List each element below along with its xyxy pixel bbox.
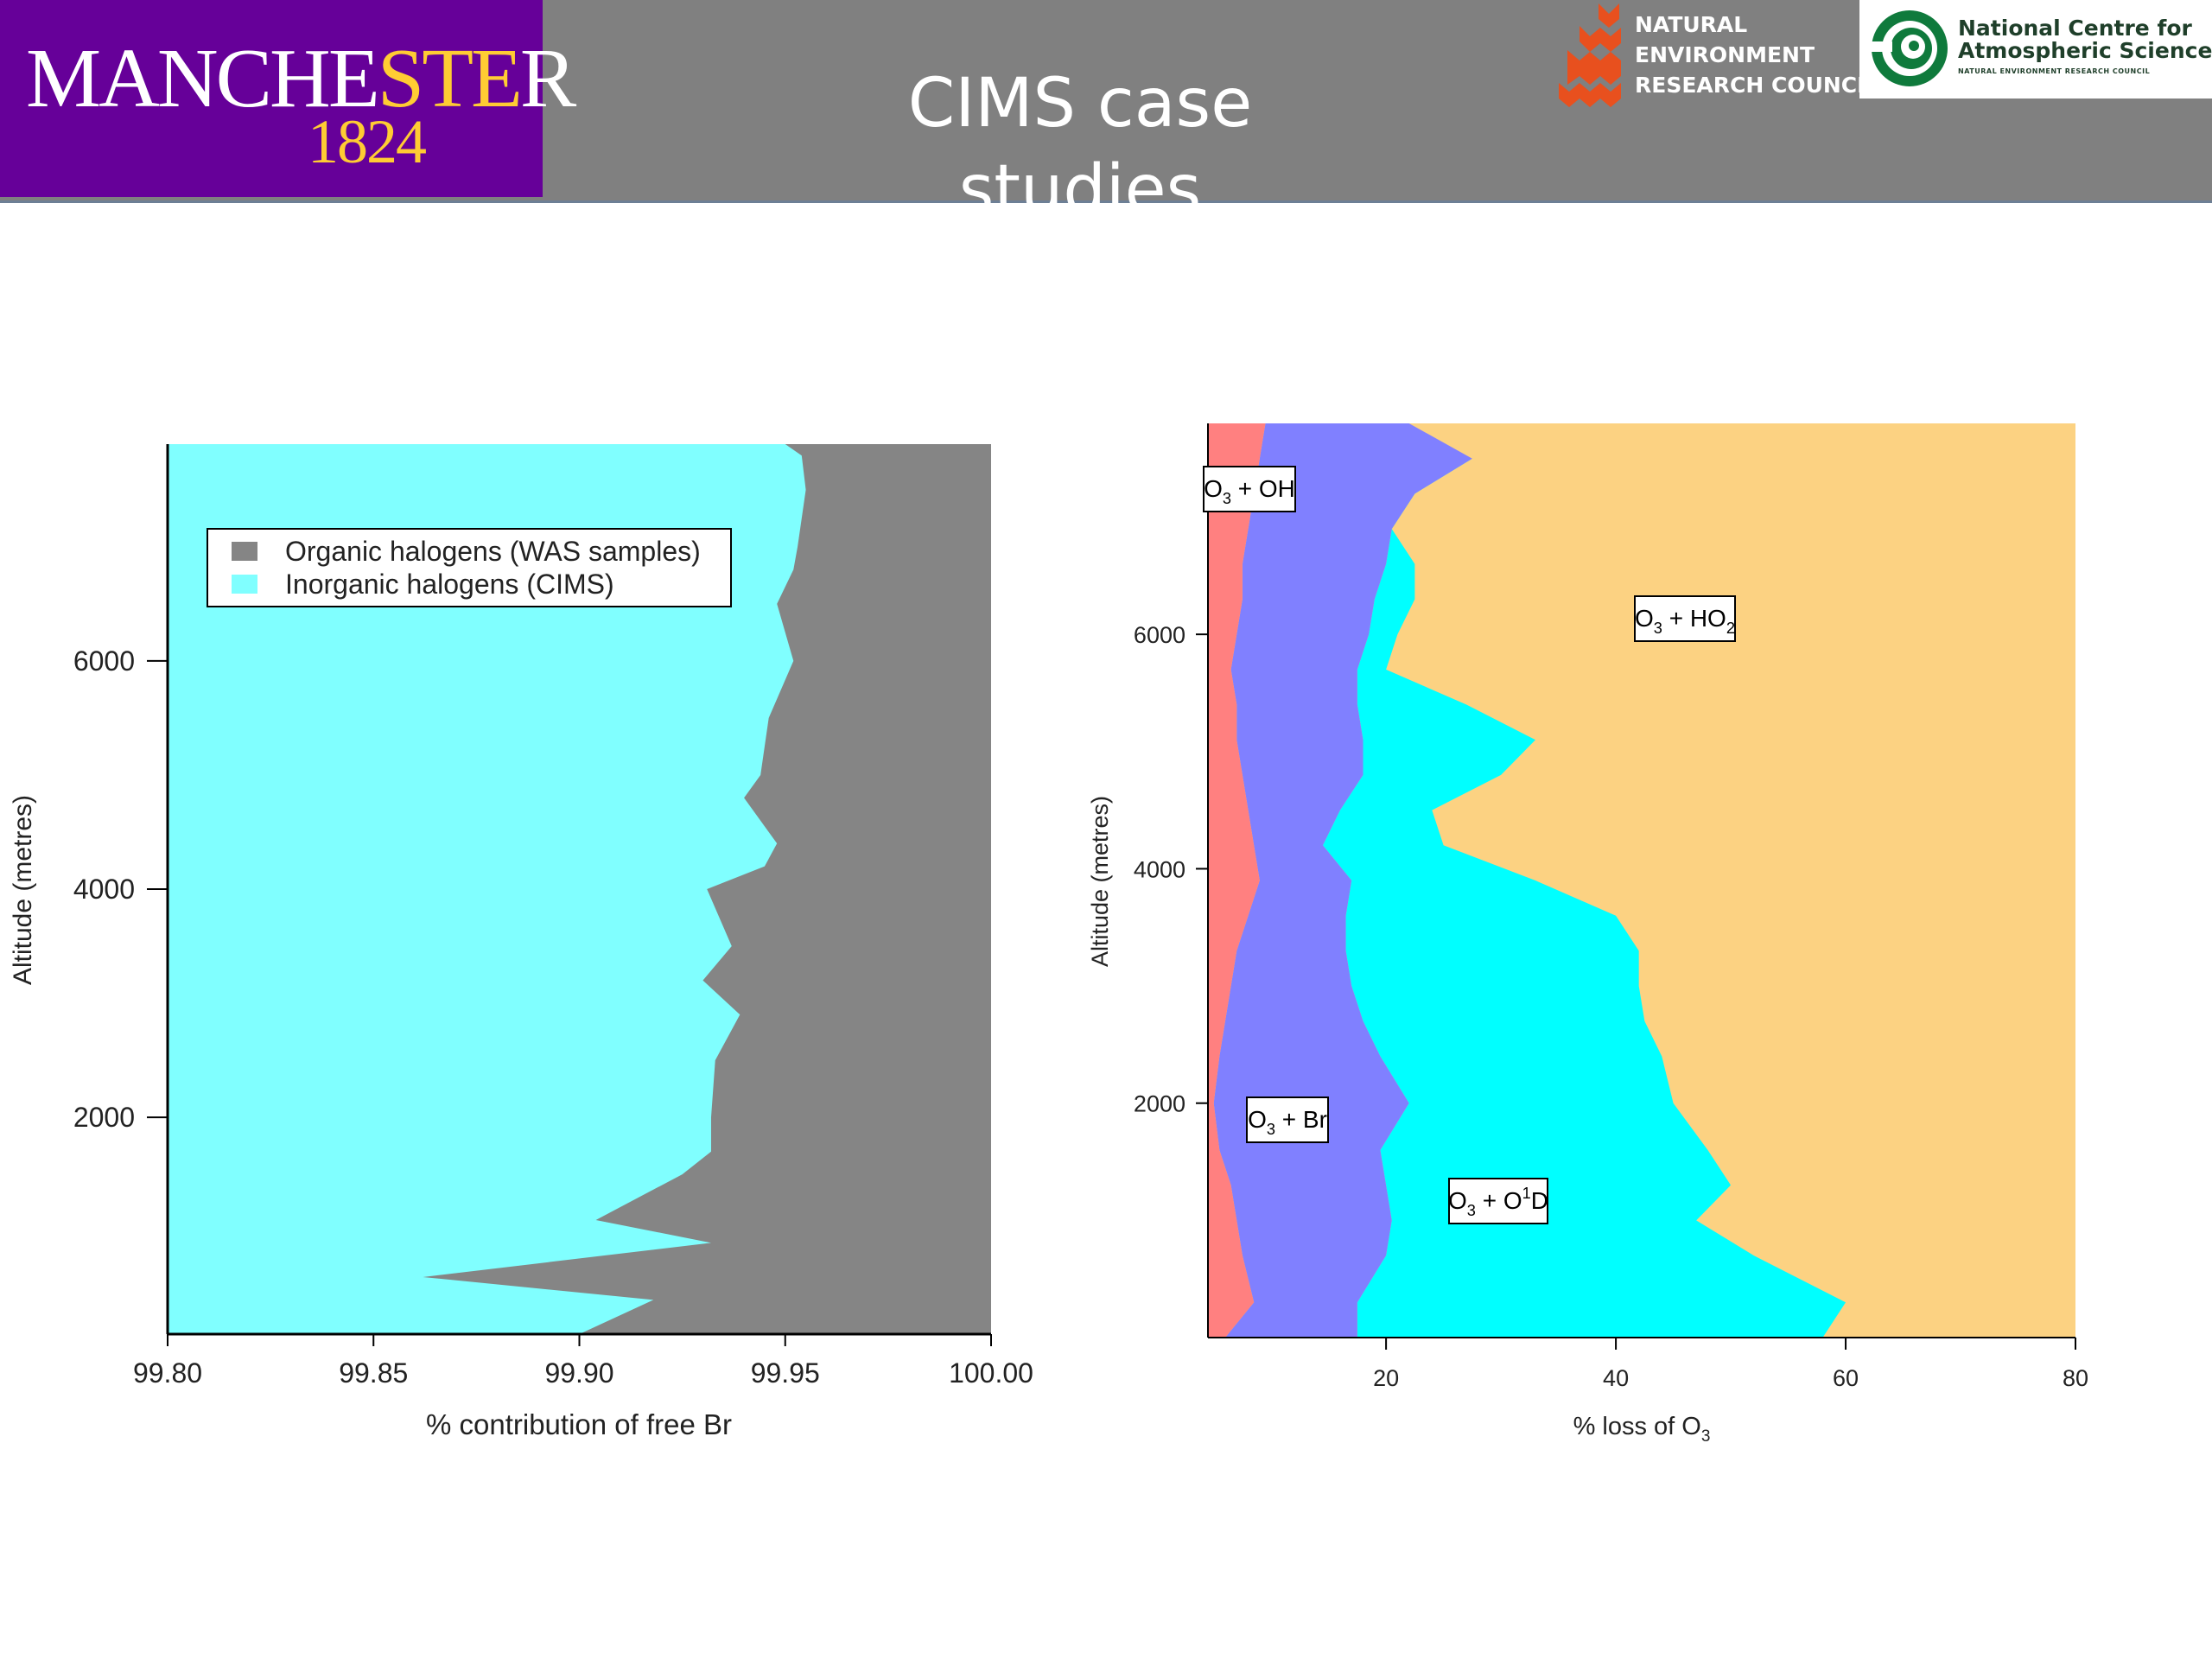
label-o3-oh: O3 + OH [1203,466,1296,512]
label-o3-br: O3 + Br [1246,1096,1329,1143]
nerc-emblem-icon [1559,3,1621,107]
manchester-logo: MANCHESTER 1824 [0,0,576,197]
oh-loss-area [1208,423,1266,1338]
x-tick-label: 40 [1603,1365,1629,1391]
x-tick-label: 99.90 [544,1357,613,1389]
x-tick-label: 20 [1373,1365,1399,1391]
ncas-tagline: NATURAL ENVIRONMENT RESEARCH COUNCIL [1958,67,2151,75]
legend-label: Inorganic halogens (CIMS) [285,569,614,600]
nerc-line-2: ENVIRONMENT [1635,42,1815,67]
label-o3-o1d: O3 + O1D [1448,1178,1548,1224]
y-axis-label: Altitude (metres) [9,795,37,985]
x-axis-label: % contribution of free Br [426,1408,732,1440]
nerc-line-3: RESEARCH COUNCIL [1635,73,1879,98]
legend-swatch [232,542,257,561]
y-tick-label: 2000 [73,1102,135,1133]
label-o3-ho2: O3 + HO2 [1634,595,1736,642]
x-tick-label: 99.85 [339,1357,408,1389]
legend-swatch [232,575,257,594]
x-axis-label: % loss of O3 [1573,1413,1711,1446]
svg-text:O3 + OH: O3 + OH [1204,475,1295,507]
ncas-line-2: Atmospheric Science [1958,38,2212,63]
y-tick-label: 4000 [1134,856,1185,882]
y-tick-label: 2000 [1134,1091,1185,1117]
header-bar: MANCHESTER 1824 CIMS case studies NATURA… [0,0,2212,229]
o1d-loss-area [1322,423,1847,1338]
legend-box [207,528,732,607]
svg-text:O3 + HO2: O3 + HO2 [1635,605,1735,637]
x-tick-label: 80 [2063,1365,2088,1391]
x-tick-label: 99.80 [133,1357,202,1389]
svg-text:O3 + Br: O3 + Br [1248,1106,1327,1138]
nerc-logo: NATURAL ENVIRONMENT RESEARCH COUNCIL [1555,0,1879,114]
svg-text:O3 + O1D: O3 + O1D [1448,1185,1548,1219]
y-axis-label: Altitude (metres) [1087,796,1113,967]
page-title: CIMS case studies [907,65,1253,229]
nerc-line-1: NATURAL [1635,12,1748,37]
x-tick-label: 60 [1833,1365,1859,1391]
inorganic-halogens-area [168,444,806,1334]
y-tick-label: 4000 [73,874,135,905]
manchester-year: 1824 [308,107,427,176]
y-tick-label: 6000 [1134,622,1185,648]
y-tick-label: 6000 [73,645,135,677]
x-tick-label: 99.95 [751,1357,820,1389]
ncas-logo: National Centre for Atmospheric Science … [1859,0,2212,99]
manchester-wordmark: MANCHESTER [26,32,576,125]
legend-label: Organic halogens (WAS samples) [285,536,701,567]
ncas-swirl-icon [1872,10,1948,86]
ncas-line-1: National Centre for [1958,16,2192,41]
x-tick-label: 100.00 [949,1357,1033,1389]
